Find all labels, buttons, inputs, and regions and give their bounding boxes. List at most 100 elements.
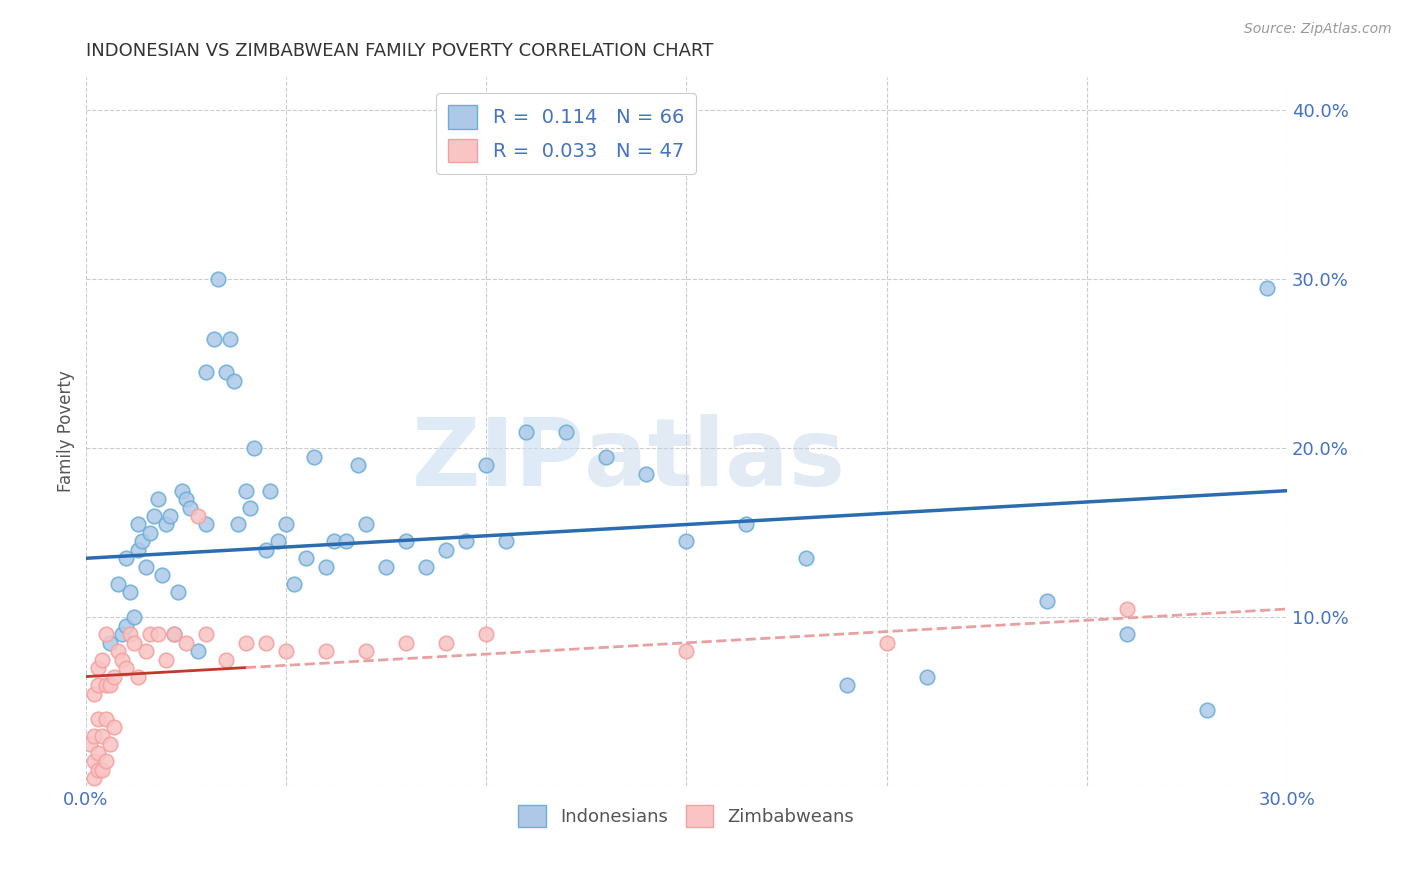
Text: INDONESIAN VS ZIMBABWEAN FAMILY POVERTY CORRELATION CHART: INDONESIAN VS ZIMBABWEAN FAMILY POVERTY … — [86, 42, 713, 60]
Point — [90, 763, 112, 777]
Point — [187, 644, 209, 658]
Point — [215, 365, 238, 379]
Point — [1115, 627, 1137, 641]
Point — [98, 636, 121, 650]
Point — [138, 525, 160, 540]
Point — [202, 332, 225, 346]
Point — [796, 551, 818, 566]
Point — [475, 458, 498, 473]
Point — [254, 636, 277, 650]
Point — [163, 627, 186, 641]
Point — [915, 670, 938, 684]
Point — [118, 627, 141, 641]
Point — [86, 712, 108, 726]
Point — [295, 551, 318, 566]
Point — [434, 636, 457, 650]
Point — [1195, 703, 1218, 717]
Point — [259, 483, 281, 498]
Point — [226, 517, 249, 532]
Text: atlas: atlas — [585, 414, 845, 506]
Text: Source: ZipAtlas.com: Source: ZipAtlas.com — [1244, 22, 1392, 37]
Point — [83, 729, 105, 743]
Point — [90, 729, 112, 743]
Text: ZIP: ZIP — [412, 414, 585, 506]
Point — [215, 653, 238, 667]
Point — [114, 619, 136, 633]
Point — [127, 670, 149, 684]
Point — [127, 517, 149, 532]
Point — [675, 644, 697, 658]
Y-axis label: Family Poverty: Family Poverty — [58, 371, 75, 492]
Point — [103, 670, 125, 684]
Point — [146, 627, 169, 641]
Point — [194, 517, 217, 532]
Point — [415, 559, 437, 574]
Point — [174, 492, 197, 507]
Point — [239, 500, 262, 515]
Point — [138, 627, 160, 641]
Point — [347, 458, 370, 473]
Point — [235, 636, 257, 650]
Point — [187, 509, 209, 524]
Point — [114, 661, 136, 675]
Point — [127, 542, 149, 557]
Point — [194, 627, 217, 641]
Point — [155, 653, 177, 667]
Point — [283, 576, 305, 591]
Point — [876, 636, 898, 650]
Point — [174, 636, 197, 650]
Point — [335, 534, 357, 549]
Point — [159, 509, 181, 524]
Point — [302, 450, 325, 464]
Point — [315, 559, 337, 574]
Point — [86, 678, 108, 692]
Point — [267, 534, 290, 549]
Point — [83, 771, 105, 785]
Point — [515, 425, 537, 439]
Point — [274, 517, 297, 532]
Point — [86, 763, 108, 777]
Point — [94, 754, 117, 768]
Point — [1256, 281, 1278, 295]
Point — [79, 737, 101, 751]
Point — [194, 365, 217, 379]
Point — [94, 678, 117, 692]
Point — [135, 559, 157, 574]
Point — [86, 661, 108, 675]
Point — [315, 644, 337, 658]
Point — [107, 644, 129, 658]
Point — [274, 644, 297, 658]
Point — [94, 627, 117, 641]
Point — [555, 425, 578, 439]
Point — [166, 585, 188, 599]
Point — [322, 534, 344, 549]
Point — [675, 534, 697, 549]
Point — [243, 442, 266, 456]
Point — [375, 559, 398, 574]
Point — [155, 517, 177, 532]
Point — [135, 644, 157, 658]
Point — [1036, 593, 1059, 607]
Point — [218, 332, 240, 346]
Point — [122, 610, 145, 624]
Point — [1115, 602, 1137, 616]
Point — [146, 492, 169, 507]
Point — [103, 720, 125, 734]
Point — [395, 534, 418, 549]
Point — [94, 712, 117, 726]
Point — [434, 542, 457, 557]
Point — [636, 467, 658, 481]
Point — [207, 272, 229, 286]
Point — [111, 627, 134, 641]
Point — [83, 686, 105, 700]
Point — [86, 746, 108, 760]
Point — [163, 627, 186, 641]
Point — [835, 678, 858, 692]
Point — [735, 517, 758, 532]
Point — [142, 509, 165, 524]
Point — [114, 551, 136, 566]
Point — [131, 534, 153, 549]
Point — [150, 568, 173, 582]
Point — [98, 678, 121, 692]
Point — [111, 653, 134, 667]
